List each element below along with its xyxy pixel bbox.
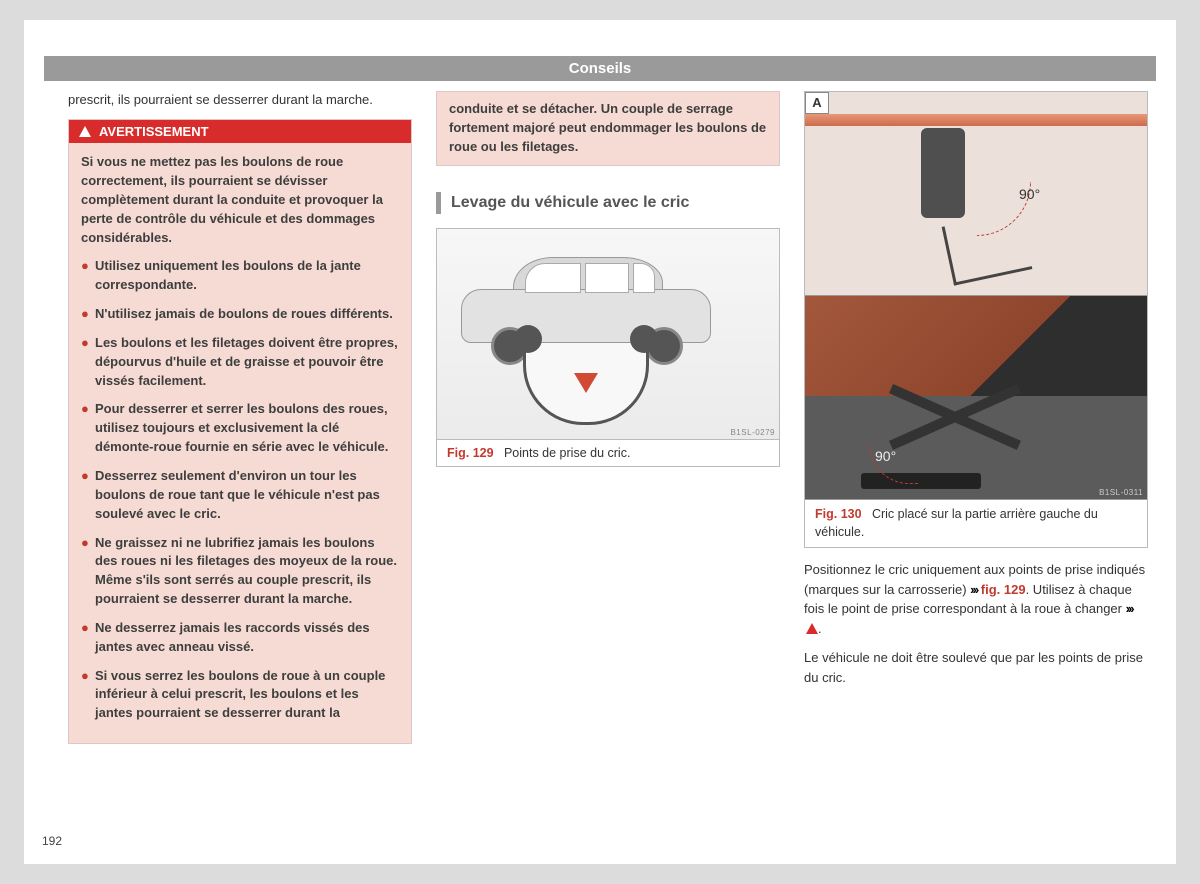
panel-a-tag: A xyxy=(805,92,829,114)
figure-130-panel-a: A 90° xyxy=(805,92,1147,296)
jack-point-marker-icon xyxy=(574,373,598,393)
warning-title: AVERTISSEMENT xyxy=(99,124,209,139)
page-number: 192 xyxy=(42,834,62,848)
angle-b-label: 90° xyxy=(875,448,896,464)
section-header: Conseils xyxy=(44,56,1156,81)
manual-page: Conseils prescrit, ils pourraient se des… xyxy=(24,20,1176,864)
car-silhouette xyxy=(461,257,711,355)
warning-header: AVERTISSEMENT xyxy=(69,120,411,143)
jack-body-icon xyxy=(921,128,965,218)
figure-129-caption: Fig. 129 Points de prise du cric. xyxy=(437,439,779,466)
column-3: A 90° B 90° B1SL-0311 Fig. xyxy=(804,91,1148,854)
warning-bullet: Les boulons et les filetages doivent êtr… xyxy=(81,334,399,391)
warning-triangle-icon xyxy=(806,623,818,634)
figure-label: Fig. 130 xyxy=(815,507,862,521)
warning-triangle-icon xyxy=(79,126,91,137)
figure-label: Fig. 129 xyxy=(447,446,494,460)
crossref-arrows-icon: ››› xyxy=(970,582,977,597)
three-column-layout: prescrit, ils pourraient se desserrer du… xyxy=(24,91,1176,864)
warning-bullet: Desserrez seulement d'environ un tour le… xyxy=(81,467,399,524)
paragraph-1: Positionnez le cric uniquement aux point… xyxy=(804,560,1148,638)
angle-a-label: 90° xyxy=(1019,186,1040,202)
warning-bullet: Ne graissez ni ne lubrifiez jamais les b… xyxy=(81,534,399,609)
jack-point-callout xyxy=(523,343,649,425)
image-code: B1SL-0311 xyxy=(1099,488,1143,497)
warning-body: Si vous ne mettez pas les boulons de rou… xyxy=(69,143,411,743)
subsection-heading: Levage du véhicule avec le cric xyxy=(436,192,780,214)
intro-text: prescrit, ils pourraient se desserrer du… xyxy=(68,91,412,109)
vehicle-underside-icon xyxy=(805,114,1147,126)
figure-caption-text: Points de prise du cric. xyxy=(504,446,630,460)
column-1: prescrit, ils pourraient se desserrer du… xyxy=(68,91,412,854)
figure-130-caption: Fig. 130 Cric placé sur la partie arrièr… xyxy=(805,500,1147,547)
warning-bullet: Si vous serrez les boulons de roue à un … xyxy=(81,667,399,724)
warning-bullet: Ne desserrez jamais les raccords vissés … xyxy=(81,619,399,657)
warning-continued: conduite et se détacher. Un couple de se… xyxy=(436,91,780,166)
warning-intro: Si vous ne mettez pas les boulons de rou… xyxy=(81,153,399,247)
body-paragraphs: Positionnez le cric uniquement aux point… xyxy=(804,560,1148,697)
image-code: B1SL-0279 xyxy=(730,428,775,437)
warning-box: AVERTISSEMENT Si vous ne mettez pas les … xyxy=(68,119,412,744)
warning-bullet: N'utilisez jamais de boulons de roues di… xyxy=(81,305,399,324)
warning-bullet: Utilisez uniquement les boulons de la ja… xyxy=(81,257,399,295)
paragraph-2: Le véhicule ne doit être soulevé que par… xyxy=(804,648,1148,687)
jack-base-icon xyxy=(861,473,981,489)
figure-130-panel-b: B 90° B1SL-0311 xyxy=(805,296,1147,500)
figure-130: A 90° B 90° B1SL-0311 Fig. xyxy=(804,91,1148,548)
figure-crossref: fig. 129 xyxy=(981,582,1026,597)
warning-bullets: Utilisez uniquement les boulons de la ja… xyxy=(81,257,399,723)
warning-bullet: Pour desserrer et serrer les boulons des… xyxy=(81,400,399,457)
figure-129-image: B1SL-0279 xyxy=(437,229,779,439)
column-2: conduite et se détacher. Un couple de se… xyxy=(436,91,780,854)
crossref-arrows-icon: ››› xyxy=(1126,601,1133,616)
figure-129: B1SL-0279 Fig. 129 Points de prise du cr… xyxy=(436,228,780,467)
